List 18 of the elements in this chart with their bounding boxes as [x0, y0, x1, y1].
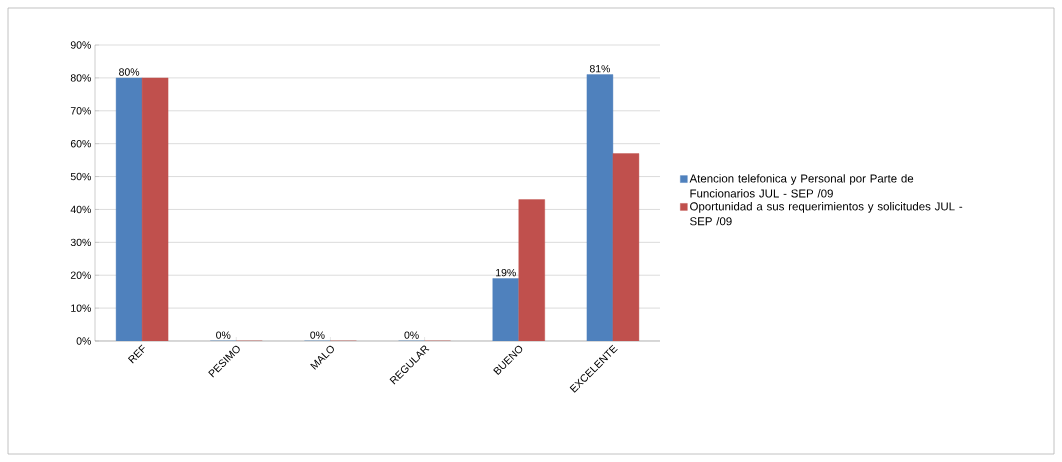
y-tick-label: 10%: [71, 304, 91, 312]
y-tick-label: 40%: [70, 205, 91, 214]
data-label: 19%: [496, 268, 516, 277]
data-label: 0%: [310, 331, 325, 339]
y-tick-label: 60%: [70, 139, 91, 148]
data-label: 81%: [589, 65, 611, 73]
y-tick-label: 70%: [70, 107, 91, 115]
y-tick-label: 0%: [76, 337, 91, 345]
legend-label: Atencion telefonica y Personal por Parte de Funcionarios JUL - SEP /09: [689, 174, 914, 198]
legend-label: Oportunidad a sus requerimientos y solicitudes JUL - SEP /09: [690, 202, 963, 226]
y-tick-label: 80%: [70, 74, 91, 82]
y-tick-label: 90%: [70, 41, 91, 49]
y-tick-label: 30%: [70, 238, 91, 247]
data-label: 0%: [216, 331, 231, 339]
y-tick-label: 20%: [70, 271, 91, 279]
y-tick-label: 50%: [70, 172, 91, 181]
data-label: 80%: [119, 68, 140, 76]
data-label: 0%: [404, 331, 419, 339]
